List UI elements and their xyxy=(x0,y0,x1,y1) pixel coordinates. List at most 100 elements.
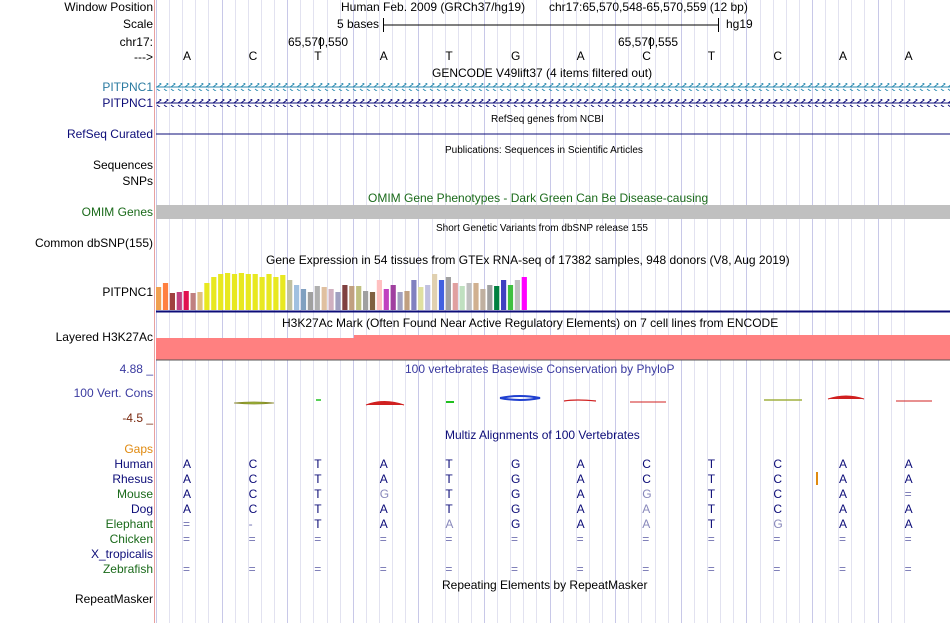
align-base: A xyxy=(642,517,651,531)
gtex-bar[interactable] xyxy=(266,274,272,310)
align-base: = xyxy=(904,487,912,501)
align-base: A xyxy=(183,472,192,486)
gtex-bar[interactable] xyxy=(169,293,175,310)
phylop-label[interactable]: 100 Vert. Cons xyxy=(73,386,153,400)
gtex-bar[interactable] xyxy=(349,286,355,310)
species-label-human[interactable]: Human xyxy=(114,457,153,471)
phylop-title[interactable]: 100 vertebrates Basewise Conservation by… xyxy=(405,362,675,376)
gtex-bar[interactable] xyxy=(376,280,382,310)
gtex-bar[interactable] xyxy=(466,283,472,310)
gtex-bar[interactable] xyxy=(501,280,507,310)
repeatmasker-label[interactable]: RepeatMasker xyxy=(74,592,153,606)
snps-label[interactable]: SNPs xyxy=(122,174,153,188)
gtex-bar[interactable] xyxy=(480,289,486,310)
species-label-dog[interactable]: Dog xyxy=(130,502,153,516)
gtex-bar[interactable] xyxy=(328,289,334,310)
species-label-x_tropicalis[interactable]: X_tropicalis xyxy=(90,547,153,561)
gtex-bar[interactable] xyxy=(432,274,438,310)
gtex-bar[interactable] xyxy=(404,291,410,310)
gtex-bar[interactable] xyxy=(197,292,203,310)
gtex-bar[interactable] xyxy=(487,285,493,310)
h3k27ac-label[interactable]: Layered H3K27Ac xyxy=(55,330,153,344)
gencode-gene-pitpnc1-a[interactable]: PITPNC1 xyxy=(102,80,153,94)
gtex-bar[interactable] xyxy=(307,292,313,310)
gtex-bar[interactable] xyxy=(411,280,417,310)
gtex-bar[interactable] xyxy=(335,292,341,310)
align-base: A xyxy=(642,502,651,516)
gtex-bar[interactable] xyxy=(494,286,500,310)
gtex-bar[interactable] xyxy=(156,287,162,310)
pubs-title[interactable]: Publications: Sequences in Scientific Ar… xyxy=(445,145,643,156)
gtex-bar[interactable] xyxy=(287,280,293,310)
gtex-bar[interactable] xyxy=(231,274,238,310)
gtex-bar[interactable] xyxy=(218,274,224,310)
gtex-bar[interactable] xyxy=(183,291,189,310)
align-base: A xyxy=(445,517,454,531)
gtex-bar[interactable] xyxy=(176,292,182,310)
gtex-bar[interactable] xyxy=(211,277,217,310)
align-base: G xyxy=(511,517,521,531)
gtex-bar-chart[interactable] xyxy=(156,268,950,314)
omim-label[interactable]: OMIM Genes xyxy=(81,205,153,219)
omim-bar[interactable] xyxy=(156,205,950,219)
gtex-bar[interactable] xyxy=(390,285,396,310)
gtex-bar[interactable] xyxy=(259,277,265,310)
gtex-bar[interactable] xyxy=(273,277,279,310)
sequences-label[interactable]: Sequences xyxy=(92,158,153,172)
gtex-bar[interactable] xyxy=(363,291,369,310)
gtex-title[interactable]: Gene Expression in 54 tissues from GTEx … xyxy=(266,253,790,267)
align-base: T xyxy=(707,457,716,471)
gtex-bar[interactable] xyxy=(514,280,520,310)
gtex-bar[interactable] xyxy=(418,287,424,310)
gencode-gene-pitpnc1-b[interactable]: PITPNC1 xyxy=(102,96,153,110)
gencode-title[interactable]: GENCODE V49lift37 (4 items filtered out) xyxy=(432,66,653,80)
species-label-mouse[interactable]: Mouse xyxy=(116,487,153,501)
gtex-bar[interactable] xyxy=(252,274,258,310)
gtex-bar[interactable] xyxy=(190,293,196,310)
h3k27ac-signal[interactable] xyxy=(156,333,950,361)
multiz-title[interactable]: Multiz Alignments of 100 Vertebrates xyxy=(445,428,640,442)
species-label-rhesus[interactable]: Rhesus xyxy=(112,472,153,486)
gencode-transcripts[interactable] xyxy=(156,80,950,110)
gtex-bar[interactable] xyxy=(438,280,445,310)
gaps-label[interactable]: Gaps xyxy=(124,442,153,456)
dbsnp-label[interactable]: Common dbSNP(155) xyxy=(34,236,153,250)
gtex-bar[interactable] xyxy=(459,286,465,310)
align-base: G xyxy=(511,457,521,471)
gtex-bar[interactable] xyxy=(314,286,320,310)
gtex-gene-label[interactable]: PITPNC1 xyxy=(102,285,153,299)
gtex-bar[interactable] xyxy=(507,285,514,310)
gtex-bar[interactable] xyxy=(294,285,300,310)
gtex-bar[interactable] xyxy=(397,292,403,310)
gtex-bar[interactable] xyxy=(383,289,389,310)
gtex-bar[interactable] xyxy=(342,285,348,310)
gtex-bar[interactable] xyxy=(425,285,431,310)
omim-title[interactable]: OMIM Gene Phenotypes - Dark Green Can Be… xyxy=(368,191,709,205)
gtex-bar[interactable] xyxy=(238,273,244,310)
gtex-bar[interactable] xyxy=(225,273,231,310)
gtex-bar[interactable] xyxy=(245,274,251,310)
gtex-bar[interactable] xyxy=(452,283,458,310)
phylop-signal[interactable] xyxy=(156,390,950,410)
align-base: = xyxy=(314,562,322,576)
gtex-bar[interactable] xyxy=(280,275,286,310)
gtex-bar[interactable] xyxy=(521,277,527,310)
refseq-title[interactable]: RefSeq genes from NCBI xyxy=(491,114,604,125)
h3k27ac-title[interactable]: H3K27Ac Mark (Often Found Near Active Re… xyxy=(282,316,779,330)
gtex-bar[interactable] xyxy=(356,286,362,310)
align-base: G xyxy=(642,487,652,501)
gtex-bar[interactable] xyxy=(321,287,327,310)
refseq-gene-line[interactable] xyxy=(156,127,950,141)
species-label-elephant[interactable]: Elephant xyxy=(105,517,153,531)
species-label-chicken[interactable]: Chicken xyxy=(109,532,153,546)
gtex-bar[interactable] xyxy=(162,283,169,310)
dbsnp-title[interactable]: Short Genetic Variants from dbSNP releas… xyxy=(436,223,648,234)
gtex-bar[interactable] xyxy=(300,289,307,310)
gtex-bar[interactable] xyxy=(369,292,376,310)
repeatmasker-title[interactable]: Repeating Elements by RepeatMasker xyxy=(442,578,648,592)
gtex-bar[interactable] xyxy=(204,283,210,310)
refseq-label[interactable]: RefSeq Curated xyxy=(66,127,153,141)
gtex-bar[interactable] xyxy=(445,277,451,310)
gtex-bar[interactable] xyxy=(473,283,479,310)
species-label-zebrafish[interactable]: Zebrafish xyxy=(102,562,153,576)
